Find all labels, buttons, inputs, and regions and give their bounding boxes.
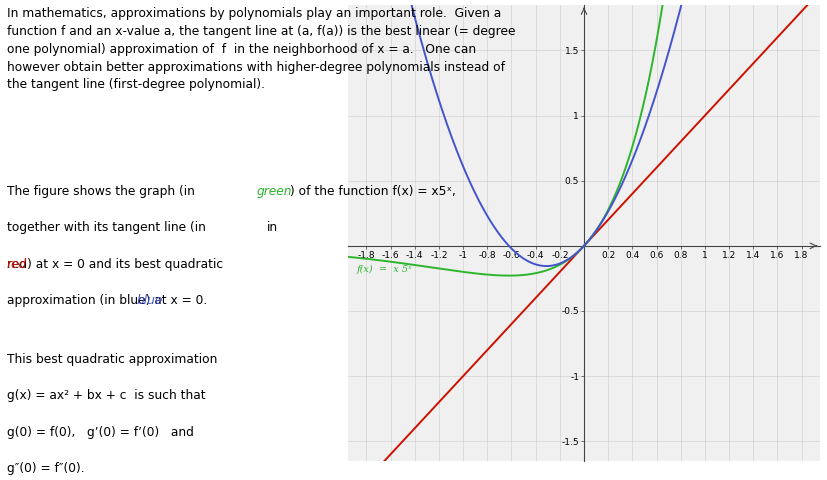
Text: together with its tangent line (in: together with its tangent line (in — [7, 221, 205, 234]
Text: In mathematics, approximations by polynomials play an important role.  Given a
f: In mathematics, approximations by polyno… — [7, 7, 514, 91]
Text: red: red — [7, 258, 27, 271]
Text: approximation (in blue) at x = 0.: approximation (in blue) at x = 0. — [7, 294, 207, 307]
Text: g(x) = ax² + bx + c  is such that: g(x) = ax² + bx + c is such that — [7, 389, 205, 402]
Text: green: green — [256, 185, 291, 198]
Text: The figure shows the graph (in: The figure shows the graph (in — [7, 185, 194, 198]
Text: This best quadratic approximation: This best quadratic approximation — [7, 353, 217, 366]
Text: ) of the function f(x) = x5ˣ,: ) of the function f(x) = x5ˣ, — [289, 185, 455, 198]
Text: blue: blue — [136, 294, 163, 307]
Text: g(0) = f(0),   g’(0) = f’(0)   and: g(0) = f(0), g’(0) = f’(0) and — [7, 426, 194, 439]
Text: in: in — [266, 221, 278, 234]
Text: red) at x = 0 and its best quadratic: red) at x = 0 and its best quadratic — [7, 258, 222, 271]
Text: g″(0) = f″(0).: g″(0) = f″(0). — [7, 462, 84, 475]
Text: f(x)  =  x 5ˣ: f(x) = x 5ˣ — [356, 265, 412, 274]
